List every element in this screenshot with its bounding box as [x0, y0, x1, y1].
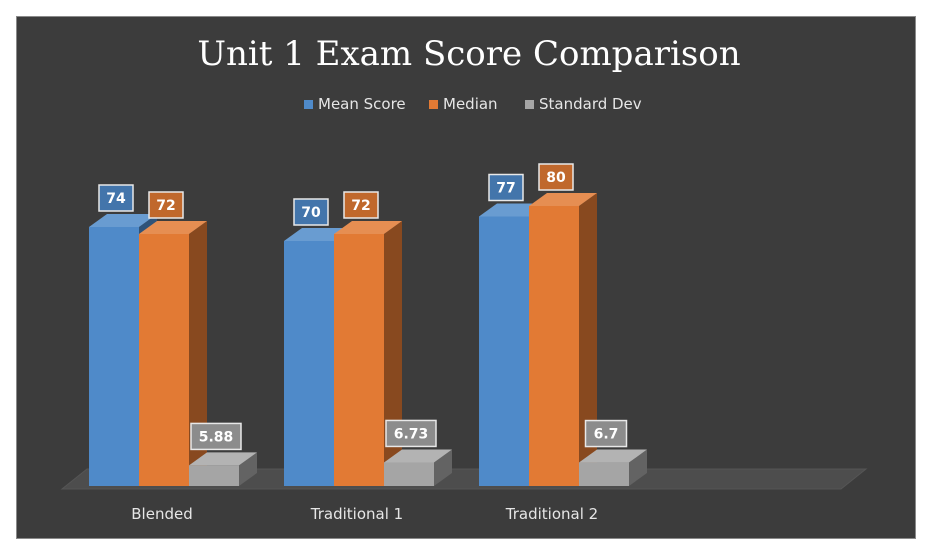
bar-median-blended	[139, 221, 207, 486]
legend-swatch-standard-dev	[525, 100, 534, 109]
bar-mean-score-blended-front	[89, 227, 139, 486]
bar-standard-dev-blended-side	[239, 452, 257, 486]
bar-median-traditional-2-front	[529, 206, 579, 486]
data-label-box	[190, 422, 242, 451]
data-label-text: 72	[351, 198, 370, 214]
bar-median-blended-front	[139, 234, 189, 486]
bar-mean-score-blended-top	[89, 214, 157, 227]
bar-standard-dev-blended-front	[189, 465, 239, 486]
chart-svg: Unit 1 Exam Score Comparison Mean Score …	[60, 34, 868, 523]
bar-standard-dev-traditional-1	[384, 449, 452, 486]
category-axis: Blended Traditional 1 Traditional 2	[131, 505, 598, 523]
bar-standard-dev-traditional-1-top	[384, 449, 452, 463]
data-label-text: 74	[106, 191, 126, 207]
legend-swatch-median	[429, 100, 438, 109]
bar-standard-dev-traditional-1-front	[384, 462, 434, 486]
data-label-box	[343, 191, 379, 219]
data-label-text: 5.88	[199, 429, 234, 445]
data-label-mean-score-traditional-2: 77	[488, 173, 524, 202]
chart-floor	[60, 468, 868, 490]
category-label-blended: Blended	[131, 505, 192, 523]
bars	[89, 193, 647, 486]
data-label-median-blended: 72	[148, 191, 184, 219]
data-label-text: 6.73	[394, 426, 429, 442]
legend-swatch-mean-score	[304, 100, 313, 109]
data-label-mean-score-traditional-1: 70	[293, 198, 329, 226]
chart-frame: Unit 1 Exam Score Comparison Mean Score …	[16, 16, 916, 539]
data-label-box	[488, 173, 524, 202]
legend-item-standard-dev: Standard Dev	[525, 95, 642, 113]
bar-median-traditional-1-top	[334, 221, 402, 234]
legend: Mean Score Median Standard Dev	[304, 95, 642, 113]
bar-median-traditional-2-top	[529, 193, 597, 206]
bar-standard-dev-traditional-2-front	[579, 462, 629, 486]
bar-median-traditional-2-side	[579, 193, 597, 486]
legend-label-median: Median	[443, 95, 498, 113]
category-label-traditional-2: Traditional 2	[505, 505, 598, 523]
data-label-box	[385, 419, 437, 448]
data-label-standard-dev-traditional-2: 6.7	[584, 419, 628, 448]
data-label-text: 6.7	[594, 427, 619, 443]
bar-median-blended-top	[139, 221, 207, 234]
data-label-box	[98, 184, 134, 212]
data-label-box	[293, 198, 329, 226]
bar-standard-dev-traditional-2-top	[579, 449, 647, 463]
bar-median-blended-side	[189, 221, 207, 486]
data-label-median-traditional-1: 72	[343, 191, 379, 219]
data-label-text: 77	[496, 181, 515, 197]
data-label-mean-score-blended: 74	[98, 184, 134, 212]
bar-median-traditional-1-front	[334, 234, 384, 486]
bar-standard-dev-blended	[189, 452, 257, 486]
chart-title: Unit 1 Exam Score Comparison	[197, 34, 740, 74]
legend-item-mean-score: Mean Score	[304, 95, 406, 113]
legend-item-median: Median	[429, 95, 498, 113]
data-label-text: 70	[301, 205, 321, 221]
bar-median-traditional-2	[529, 193, 597, 486]
bar-mean-score-traditional-2-front	[479, 216, 529, 486]
data-label-median-traditional-2: 80	[538, 163, 574, 191]
data-label-text: 72	[156, 198, 175, 214]
bar-standard-dev-traditional-2	[579, 449, 647, 486]
bar-standard-dev-traditional-1-side	[434, 449, 452, 486]
data-label-standard-dev-blended: 5.88	[190, 422, 242, 451]
data-label-box	[538, 163, 574, 191]
data-label-box	[584, 419, 628, 448]
category-label-traditional-1: Traditional 1	[310, 505, 403, 523]
bar-standard-dev-blended-top	[189, 452, 257, 466]
data-labels: 74 72 5.88 70 72 6.73 77 80 6.7	[98, 163, 628, 451]
data-label-text: 80	[546, 170, 566, 186]
bar-standard-dev-traditional-2-side	[629, 449, 647, 486]
data-label-box	[148, 191, 184, 219]
legend-label-standard-dev: Standard Dev	[539, 95, 642, 113]
legend-label-mean-score: Mean Score	[318, 95, 406, 113]
data-label-standard-dev-traditional-1: 6.73	[385, 419, 437, 448]
bar-mean-score-traditional-1-front	[284, 241, 334, 486]
